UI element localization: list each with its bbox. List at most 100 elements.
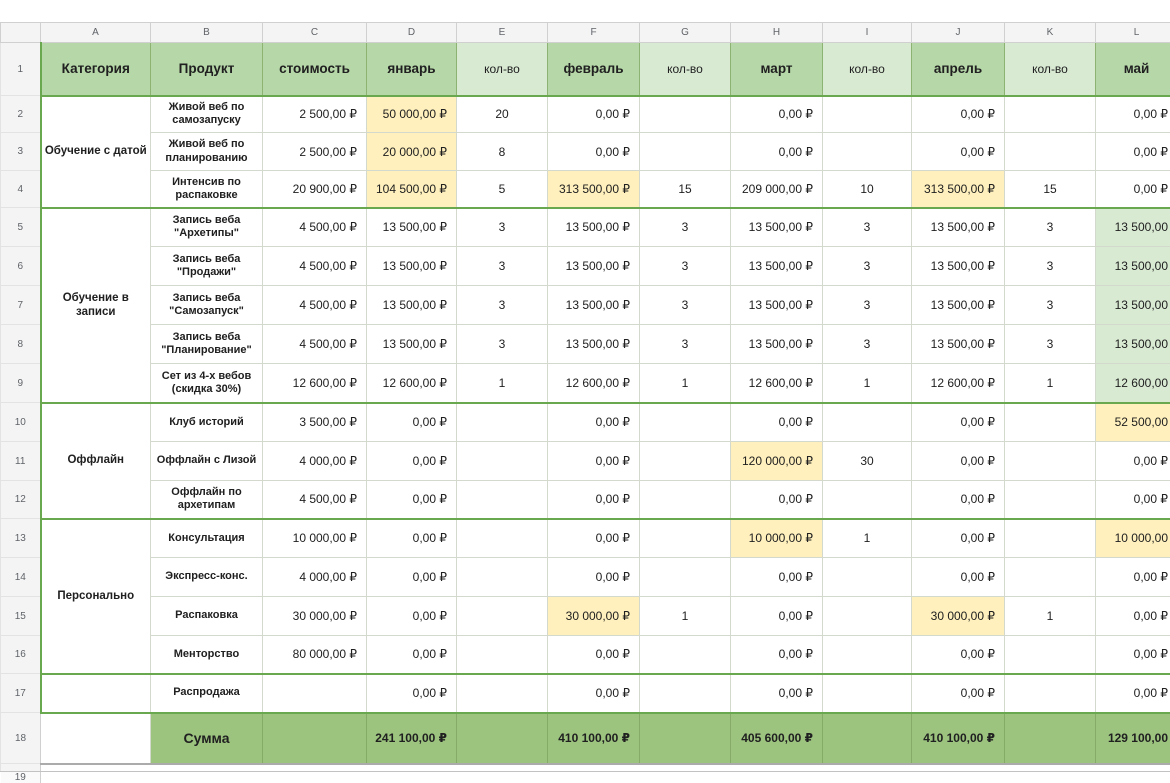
sum-row-left-cell[interactable] xyxy=(40,711,151,765)
value-cell[interactable] xyxy=(1004,672,1096,713)
value-cell[interactable]: 15 xyxy=(639,170,731,208)
value-cell[interactable]: 0,00 ₽ xyxy=(366,672,457,713)
value-cell[interactable]: 30 000,00 ₽ xyxy=(262,596,367,636)
category-cell[interactable]: Обучение в записи xyxy=(39,206,151,403)
value-cell[interactable]: 0,00 ₽ xyxy=(730,401,823,442)
value-cell[interactable]: 8 xyxy=(456,132,548,171)
value-cell[interactable] xyxy=(822,557,912,597)
product-cell[interactable]: Распродажа xyxy=(150,672,263,713)
value-cell[interactable]: 12 600,00 ₽ xyxy=(911,363,1005,403)
column-letter[interactable]: C xyxy=(262,22,367,43)
value-cell[interactable]: 2 500,00 ₽ xyxy=(262,132,367,171)
value-cell[interactable] xyxy=(1004,94,1096,133)
value-cell[interactable] xyxy=(1004,132,1096,171)
product-cell[interactable]: Живой веб по самозапуску xyxy=(150,94,263,133)
value-cell[interactable]: 0,00 ₽ xyxy=(730,557,823,597)
category-cell[interactable]: Оффлайн xyxy=(39,401,151,519)
value-cell[interactable]: 3 xyxy=(456,246,548,286)
row-number[interactable] xyxy=(0,763,41,772)
value-cell[interactable]: 10 000,00 ₽ xyxy=(730,517,823,558)
value-cell[interactable]: 0,00 ₽ xyxy=(547,132,640,171)
value-cell[interactable]: 0,00 ₽ xyxy=(730,672,823,713)
value-cell[interactable]: 0,00 ₽ xyxy=(366,480,457,519)
value-cell[interactable]: 12 600,00 ₽ xyxy=(366,363,457,403)
value-cell[interactable]: 15 xyxy=(1004,170,1096,208)
value-cell[interactable]: 3 xyxy=(639,285,731,325)
value-cell[interactable]: 0,00 ₽ xyxy=(1095,557,1170,597)
value-cell[interactable] xyxy=(822,596,912,636)
value-cell[interactable]: 10 000,00 xyxy=(1095,517,1170,558)
value-cell[interactable] xyxy=(639,517,731,558)
value-cell[interactable] xyxy=(456,517,548,558)
value-cell[interactable]: 3 xyxy=(639,206,731,247)
header-cell[interactable]: март xyxy=(730,42,823,96)
value-cell[interactable]: 0,00 ₽ xyxy=(1095,635,1170,674)
value-cell[interactable] xyxy=(822,94,912,133)
value-cell[interactable]: 4 500,00 ₽ xyxy=(262,285,367,325)
value-cell[interactable]: 1 xyxy=(639,596,731,636)
value-cell[interactable]: 0,00 ₽ xyxy=(366,441,457,481)
row-number[interactable]: 15 xyxy=(0,596,41,636)
value-cell[interactable] xyxy=(639,132,731,171)
header-cell[interactable]: май xyxy=(1095,42,1170,96)
header-cell[interactable]: кол-во xyxy=(456,42,548,96)
value-cell[interactable] xyxy=(1004,441,1096,481)
product-cell[interactable]: Запись веба "Самозапуск" xyxy=(150,285,263,325)
value-cell[interactable]: 30 xyxy=(822,441,912,481)
sum-value-cell[interactable]: 405 600,00 ₽ xyxy=(730,711,823,765)
value-cell[interactable]: 13 500,00 ₽ xyxy=(911,324,1005,364)
product-cell[interactable]: Менторство xyxy=(150,635,263,674)
column-letter[interactable]: E xyxy=(456,22,548,43)
value-cell[interactable] xyxy=(456,635,548,674)
value-cell[interactable]: 3 xyxy=(639,246,731,286)
value-cell[interactable]: 2 500,00 ₽ xyxy=(262,94,367,133)
value-cell[interactable] xyxy=(1004,517,1096,558)
value-cell[interactable]: 3 xyxy=(456,206,548,247)
value-cell[interactable] xyxy=(639,441,731,481)
header-cell[interactable]: февраль xyxy=(547,42,640,96)
value-cell[interactable]: 13 500,00 xyxy=(1095,324,1170,364)
value-cell[interactable]: 0,00 ₽ xyxy=(911,557,1005,597)
value-cell[interactable]: 13 500,00 ₽ xyxy=(366,285,457,325)
value-cell[interactable]: 0,00 ₽ xyxy=(547,480,640,519)
value-cell[interactable]: 0,00 ₽ xyxy=(911,480,1005,519)
header-cell[interactable]: стоимость xyxy=(262,42,367,96)
value-cell[interactable]: 30 000,00 ₽ xyxy=(547,596,640,636)
value-cell[interactable] xyxy=(1004,401,1096,442)
sum-value-cell[interactable] xyxy=(456,711,548,765)
row-number[interactable]: 16 xyxy=(0,635,41,674)
value-cell[interactable]: 104 500,00 ₽ xyxy=(366,170,457,208)
row-number[interactable]: 14 xyxy=(0,557,41,597)
value-cell[interactable]: 12 600,00 xyxy=(1095,363,1170,403)
product-cell[interactable]: Клуб историй xyxy=(150,401,263,442)
sum-value-cell[interactable]: 410 100,00 ₽ xyxy=(547,711,640,765)
row-number[interactable]: 1 xyxy=(0,42,41,96)
corner-cell[interactable] xyxy=(0,22,41,43)
value-cell[interactable]: 12 600,00 ₽ xyxy=(262,363,367,403)
value-cell[interactable]: 1 xyxy=(456,363,548,403)
value-cell[interactable]: 13 500,00 xyxy=(1095,246,1170,286)
value-cell[interactable]: 0,00 ₽ xyxy=(366,557,457,597)
value-cell[interactable]: 80 000,00 ₽ xyxy=(262,635,367,674)
value-cell[interactable]: 3 xyxy=(456,285,548,325)
value-cell[interactable]: 13 500,00 ₽ xyxy=(730,246,823,286)
value-cell[interactable]: 13 500,00 ₽ xyxy=(911,206,1005,247)
value-cell[interactable]: 3 xyxy=(822,206,912,247)
value-cell[interactable]: 10 000,00 ₽ xyxy=(262,517,367,558)
column-letter[interactable]: F xyxy=(547,22,640,43)
category-cell[interactable] xyxy=(39,672,151,713)
sum-value-cell[interactable] xyxy=(822,711,912,765)
value-cell[interactable]: 3 xyxy=(639,324,731,364)
value-cell[interactable]: 0,00 ₽ xyxy=(911,635,1005,674)
value-cell[interactable] xyxy=(456,480,548,519)
value-cell[interactable]: 209 000,00 ₽ xyxy=(730,170,823,208)
value-cell[interactable]: 4 000,00 ₽ xyxy=(262,441,367,481)
sum-value-cell[interactable] xyxy=(262,711,367,765)
value-cell[interactable]: 0,00 ₽ xyxy=(730,132,823,171)
product-cell[interactable]: Сет из 4-х вебов (скидка 30%) xyxy=(150,363,263,403)
row-number[interactable]: 8 xyxy=(0,324,41,364)
value-cell[interactable] xyxy=(456,596,548,636)
value-cell[interactable]: 0,00 ₽ xyxy=(547,517,640,558)
column-letter[interactable]: A xyxy=(40,22,151,43)
value-cell[interactable]: 52 500,00 xyxy=(1095,401,1170,442)
